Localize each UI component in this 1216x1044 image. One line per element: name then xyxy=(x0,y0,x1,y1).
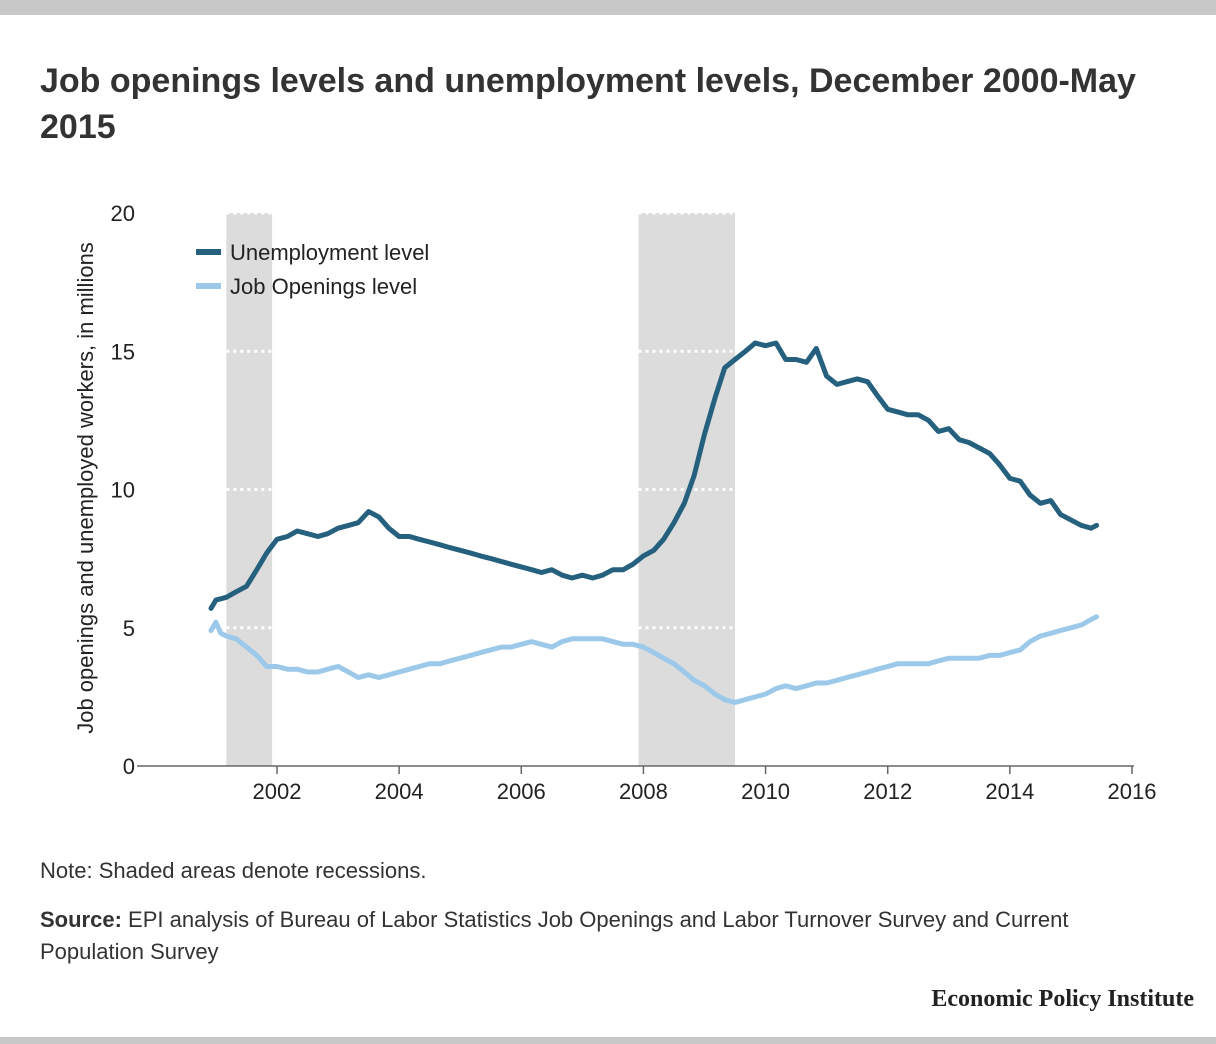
y-tick-label: 15 xyxy=(111,339,135,364)
source-text: EPI analysis of Bureau of Labor Statisti… xyxy=(40,907,1069,964)
x-tick-label: 2010 xyxy=(741,779,790,804)
x-tick-label: 2014 xyxy=(985,779,1034,804)
source-label: Source: xyxy=(40,907,122,932)
y-tick-label: 5 xyxy=(123,616,135,641)
x-tick-label: 2016 xyxy=(1108,779,1157,804)
brand-wordmark: Economic Policy Institute xyxy=(931,986,1194,1012)
x-tick-label: 2012 xyxy=(863,779,912,804)
chart-title: Job openings levels and unemployment lev… xyxy=(40,62,1136,146)
top-border-bar xyxy=(0,0,1216,15)
legend-label: Unemployment level xyxy=(230,240,429,265)
y-axis-label: Job openings and unemployed workers, in … xyxy=(73,242,98,734)
series-line-unemployment xyxy=(208,340,1100,611)
x-tick-label: 2004 xyxy=(375,779,424,804)
bottom-border-bar xyxy=(0,1037,1216,1044)
series-line-job-openings xyxy=(208,614,1100,705)
x-tick-label: 2006 xyxy=(497,779,546,804)
x-tick-label: 2008 xyxy=(619,779,668,804)
legend-label: Job Openings level xyxy=(230,274,417,299)
chart-note: Note: Shaded areas denote recessions. xyxy=(40,858,427,883)
y-tick-label: 20 xyxy=(111,201,135,226)
y-tick-label: 10 xyxy=(111,478,135,503)
x-tick-label: 2002 xyxy=(253,779,302,804)
y-tick-label: 0 xyxy=(123,754,135,779)
chart-source: Source: EPI analysis of Bureau of Labor … xyxy=(40,904,1160,968)
